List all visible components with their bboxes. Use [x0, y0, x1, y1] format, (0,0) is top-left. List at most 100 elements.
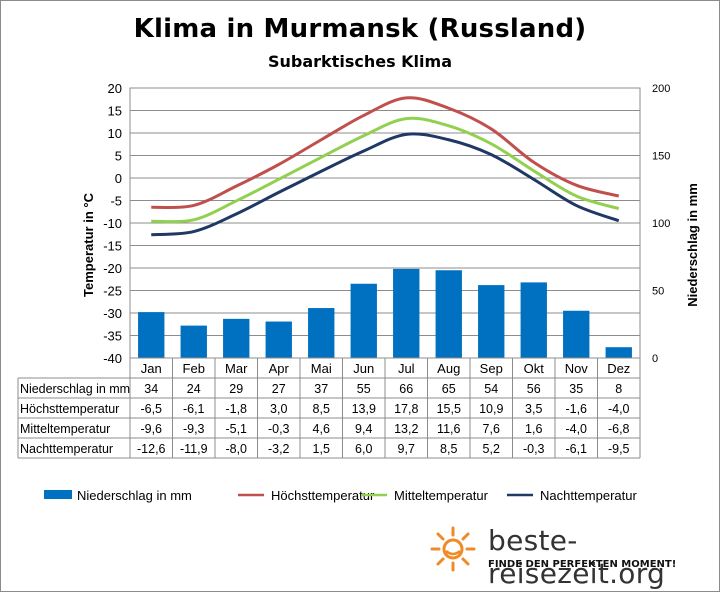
left-tick-label: -35: [103, 329, 122, 344]
left-tick-label: -15: [103, 239, 122, 254]
table-cell: -11,9: [180, 442, 208, 456]
right-tick-label: 50: [652, 286, 664, 298]
table-cell: -12,6: [137, 442, 166, 456]
table-cell: 13,9: [352, 402, 376, 416]
y-axis-right-title: Niederschlag in mm: [685, 183, 700, 307]
table-cell: -1,6: [565, 402, 587, 416]
table-cell: -6,8: [608, 422, 630, 436]
category-label: Apr: [269, 361, 290, 376]
table-cell: 9,7: [398, 442, 415, 456]
category-label: Jan: [141, 361, 162, 376]
table-cell: 35: [569, 382, 583, 396]
table-cell: -4,0: [608, 402, 630, 416]
sun-logo-icon: [430, 526, 476, 572]
category-label: Mar: [225, 361, 248, 376]
table-cell: 27: [272, 382, 286, 396]
table-cell: 3,0: [270, 402, 287, 416]
table-cell: 9,4: [355, 422, 372, 436]
category-label: Aug: [437, 361, 460, 376]
table-cell: -4,0: [565, 422, 587, 436]
category-label: Jun: [353, 361, 374, 376]
legend-swatch-bar: [44, 490, 72, 499]
table-cell: -9,3: [183, 422, 205, 436]
table-row-header: Nachttemperatur: [20, 442, 113, 456]
category-label: Jul: [398, 361, 415, 376]
table-cell: 37: [314, 382, 328, 396]
table-cell: -9,6: [140, 422, 162, 436]
table-cell: 29: [229, 382, 243, 396]
legend-label: Mitteltemperatur: [394, 488, 489, 503]
legend-label: Niederschlag in mm: [77, 488, 192, 503]
precipitation-bar: [308, 308, 335, 358]
table-cell: -0,3: [523, 442, 545, 456]
table-cell: 34: [144, 382, 158, 396]
table-cell: 10,9: [479, 402, 503, 416]
right-tick-label: 100: [652, 218, 670, 230]
line-nachttemperatur: [151, 132, 620, 237]
table-row-header: Mitteltemperatur: [20, 422, 110, 436]
table-cell: 5,2: [483, 442, 500, 456]
table-cell: 54: [484, 382, 498, 396]
table-cell: 15,5: [437, 402, 461, 416]
table-cell: 1,6: [525, 422, 542, 436]
data-table: Jan Feb Mar Apr Mai Jun Jul Aug Sep Okt Nov Dez Nied…: [17, 357, 641, 459]
line-mitteltemperatur: [151, 116, 620, 224]
precipitation-bar: [435, 270, 462, 358]
left-tick-label: 15: [108, 104, 122, 119]
chart-title: Klima in Murmansk (Russland): [133, 14, 587, 44]
brand-name: beste-reisezeit.org: [488, 524, 666, 590]
left-tick-label: 5: [115, 149, 122, 164]
left-tick-label: 0: [115, 171, 122, 186]
table-cell: -9,5: [608, 442, 630, 456]
category-label: Okt: [524, 361, 545, 376]
category-label: Sep: [480, 361, 503, 376]
brand-tagline: FINDE DEN PERFEKTEN MOMENT!: [488, 559, 677, 570]
table-cell: 4,6: [313, 422, 330, 436]
line-hchsttemperatur: [151, 96, 620, 210]
table-cell: -5,1: [225, 422, 247, 436]
table-row-header: Höchsttemperatur: [20, 402, 119, 416]
brand-logo: beste-reisezeit.org FINDE DEN PERFEKTEN …: [428, 522, 718, 590]
left-tick-label: -25: [103, 284, 122, 299]
chart-subtitle: Subarktisches Klima: [267, 52, 452, 71]
category-label: Feb: [183, 361, 205, 376]
table-cell: 8: [615, 382, 622, 396]
left-tick-label: -40: [103, 351, 122, 366]
table-cell: 56: [527, 382, 541, 396]
category-label: Dez: [607, 361, 630, 376]
right-tick-label: 200: [652, 83, 670, 95]
table-cell: 1,5: [313, 442, 330, 456]
table-cell: -6,1: [565, 442, 587, 456]
precipitation-bar: [605, 347, 632, 358]
precipitation-bar: [265, 321, 292, 358]
category-label: Nov: [565, 361, 589, 376]
legend: Niederschlag in mm Höchsttemperatur Mittel…: [44, 488, 637, 503]
precipitation-bar: [223, 318, 250, 358]
precipitation-bar: [520, 282, 547, 358]
precipitation-bar: [478, 285, 505, 358]
line-series: [151, 96, 620, 237]
table-cell: -3,2: [268, 442, 290, 456]
table-cell: -1,8: [225, 402, 247, 416]
table-cell: 11,6: [437, 422, 460, 436]
table-cell: -6,1: [183, 402, 205, 416]
left-tick-label: -5: [110, 194, 122, 209]
left-tick-label: -30: [103, 306, 122, 321]
table-cell: -0,3: [268, 422, 290, 436]
precipitation-bar: [563, 310, 590, 358]
left-tick-label: 20: [108, 81, 122, 96]
table-row-header: Niederschlag in mm: [20, 382, 130, 396]
left-tick-label: -20: [103, 261, 122, 276]
table-cell: 55: [357, 382, 371, 396]
table-cell: 3,5: [525, 402, 542, 416]
table-cell: 13,2: [394, 422, 418, 436]
table-cell: 6,0: [355, 442, 372, 456]
precipitation-bar: [138, 312, 165, 358]
precipitation-bar: [350, 283, 377, 358]
table-cell: 66: [399, 382, 413, 396]
table-cell: -8,0: [225, 442, 247, 456]
table-cell: 8,5: [313, 402, 330, 416]
legend-label: Nachttemperatur: [540, 488, 637, 503]
table-cell: 24: [187, 382, 201, 396]
legend-label: Höchsttemperatur: [271, 488, 375, 503]
